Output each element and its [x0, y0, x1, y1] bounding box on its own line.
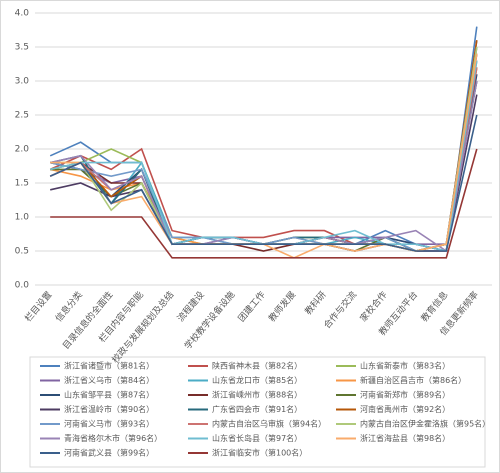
legend-label: 山东省邹平县（第87名） [64, 390, 154, 400]
y-tick-label: 3.0 [15, 77, 30, 87]
legend-label: 广东省四会市（第91名） [212, 404, 302, 414]
legend-label: 浙江省临安市（第100名） [212, 448, 307, 458]
legend-label: 河南省新郑市（第89名） [360, 390, 450, 400]
y-tick-label: 0.0 [15, 281, 30, 291]
y-tick-label: 2.0 [15, 145, 30, 155]
legend-label: 浙江省海盐县（第98名） [360, 433, 450, 443]
legend-label: 浙江省温岭市（第90名） [64, 404, 154, 414]
y-tick-label: 0.5 [15, 247, 29, 257]
legend-label: 浙江省义乌市（第84名） [64, 375, 154, 385]
legend-label: 河南省义马市（第93名） [64, 419, 154, 429]
legend-label: 山东省龙口市（第85名） [212, 375, 302, 385]
legend-label: 浙江省嵊州市（第88名） [212, 390, 302, 400]
series-line [49, 114, 478, 252]
legend-box [29, 356, 486, 468]
y-tick-label: 2.5 [15, 111, 29, 121]
y-tick-label: 1.5 [15, 179, 29, 189]
legend-label: 内蒙古自治区伊金霍洛旗（第95名） [360, 419, 490, 429]
legend-label: 山东省新泰市（第83名） [360, 361, 450, 371]
y-tick-label: 3.5 [15, 43, 29, 53]
legend-label: 新疆自治区昌吉市（第86名） [360, 375, 466, 385]
legend-label: 河南省武义县（第99名） [64, 448, 154, 458]
legend-label: 河南省禹州市（第92名） [360, 404, 450, 414]
legend-label: 青海省格尔木市（第96名） [64, 433, 162, 443]
legend-label: 浙江省诸暨市（第81名） [64, 361, 154, 371]
series-line [50, 148, 478, 259]
legend-label: 陕西省神木县（第82名） [212, 361, 302, 371]
y-tick-label: 4.0 [15, 9, 30, 19]
legend-label: 山东省长岛县（第97名） [212, 433, 302, 443]
legend-label: 内蒙古自治区乌审旗（第94名） [212, 419, 326, 429]
y-tick-label: 1.0 [15, 213, 30, 223]
